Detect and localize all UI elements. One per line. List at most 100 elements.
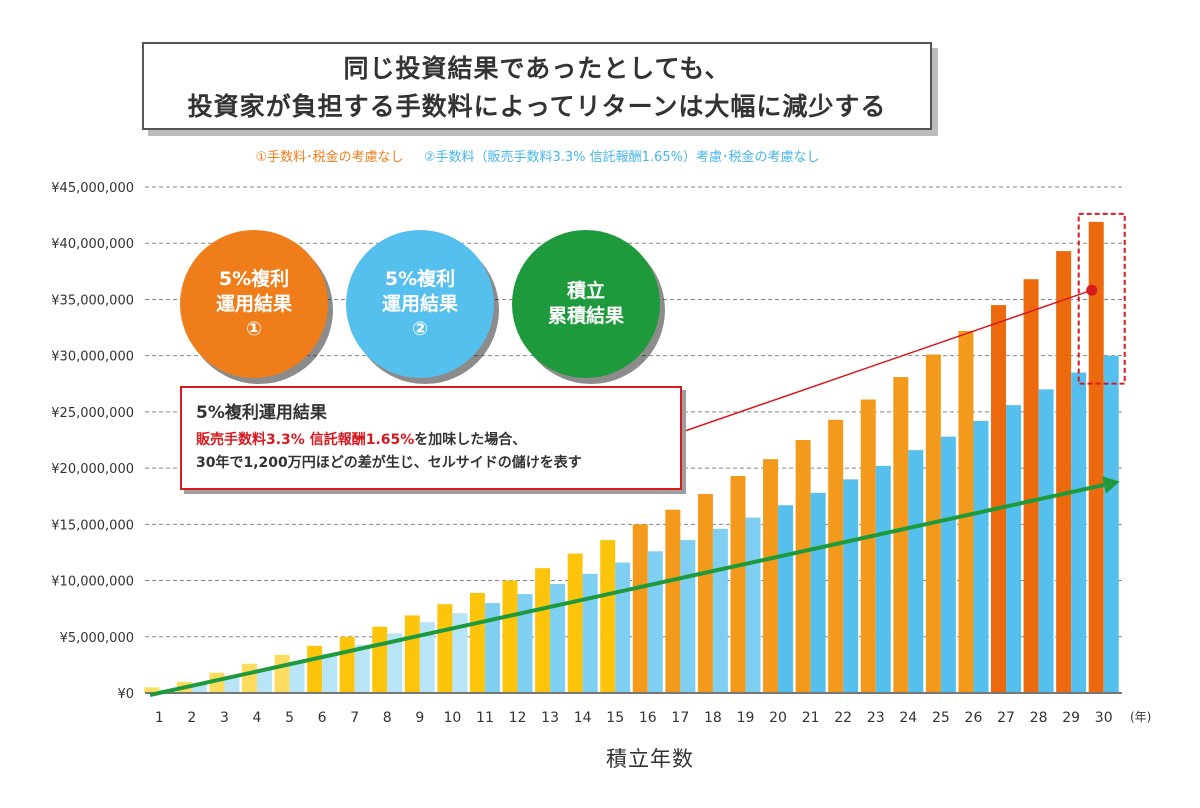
callout-line-2: 30年で1,200万円ほどの差が生じ、セルサイドの儲けを表す [196,455,582,471]
x-tick-label: 24 [899,710,917,726]
chart-title-line-2: 投資家が負担する手数料によってリターンは大幅に減少する [187,92,887,121]
bar-series-1 [600,540,616,693]
pointer-line [681,289,1092,433]
bar-series-1 [307,645,323,693]
circle-2-line-3: ② [411,317,429,340]
y-tick-label: ¥10,000,000 [51,575,134,590]
x-tick-label: 5 [285,710,294,726]
x-tick-label: 28 [1030,710,1048,726]
bar-series-2 [745,517,761,693]
x-tick-label: 12 [509,710,527,726]
y-tick-label: ¥30,000,000 [51,350,134,365]
callout-box: 5%複利運用結果 販売手数料3.3% 信託報酬1.65%を加味した場合、 30年… [180,386,682,490]
bar-series-1 [274,654,290,693]
bar-series-2 [843,479,859,693]
y-tick-label: ¥40,000,000 [51,237,134,252]
bar-series-2 [582,573,598,693]
bar-series-2 [224,677,240,693]
bar-series-2 [191,684,207,693]
circle-compound-result-2: 5%複利 運用結果 ② [346,230,494,378]
bar-series-2 [647,551,663,693]
bar-series-1 [1056,251,1072,694]
x-tick-label: 8 [383,710,392,726]
callout-line-1: 販売手数料3.3% 信託報酬1.65%を加味した場合、 [196,429,666,452]
x-tick-label: 14 [574,710,592,726]
bar-series-1 [469,592,485,693]
x-tick-label: 6 [318,710,327,726]
circle-3-line-1: 積立 [566,280,605,302]
accumulated-trend-line [149,483,1105,697]
bar-series-1 [632,524,648,693]
x-tick-label: 2 [187,710,196,726]
x-tick-label: 20 [769,710,787,726]
x-tick-label: 21 [802,710,820,726]
difference-highlight-box [1077,212,1126,385]
bar-series-1 [860,399,876,693]
bar-series-2 [256,669,272,693]
circle-compound-result-1: 5%複利 運用結果 ① [180,230,328,378]
chart-title-line-1: 同じ投資結果であったとしても、 [343,54,731,83]
bar-series-1 [1088,221,1104,693]
bar-series-1 [730,475,746,693]
bar-series-2 [875,465,891,693]
pointer-dot [1086,284,1098,296]
bar-series-1 [567,553,583,693]
bar-series-2 [452,613,468,693]
bar-series-1 [144,687,160,693]
bar-series-2 [908,450,924,693]
x-axis-title: 積立年数 [606,747,694,771]
x-tick-label: 10 [443,710,461,726]
bar-series-1 [795,440,811,693]
bar-series-2 [419,622,435,693]
bar-series-1 [697,493,713,693]
callout-title: 5%複利運用結果 [196,403,327,423]
circle-accumulated-result: 積立 累積結果 [512,230,660,378]
bar-series-2 [1038,389,1054,693]
bar-series-2 [289,661,305,693]
bar-series-1 [1023,279,1039,693]
y-tick-label: ¥0 [117,687,134,702]
bar-series-1 [535,568,551,693]
bar-series-1 [241,663,257,693]
bar-series-2 [387,633,403,693]
x-tick-label: 27 [997,710,1015,726]
bar-series-1 [339,636,355,693]
x-tick-label: 18 [704,710,722,726]
y-tick-label: ¥5,000,000 [60,631,134,646]
y-tick-label: ¥15,000,000 [51,518,134,533]
x-tick-label: 25 [932,710,950,726]
circle-1-line-1: 5%複利 [218,267,290,290]
x-tick-label: 29 [1062,710,1080,726]
bar-series-2 [550,583,566,693]
bar-series-1 [958,330,974,693]
bar-series-2 [517,594,533,693]
bar-series-2 [712,528,728,693]
bar-series-2 [1071,372,1087,693]
bar-series-2 [1103,355,1119,693]
bar-series-1 [763,459,779,693]
circle-2-line-1: 5%複利 [384,267,456,290]
bar-series-2 [484,603,500,693]
bar-series-1 [404,615,420,693]
bar-series-2 [1006,405,1022,693]
bar-series-1 [502,580,518,693]
x-tick-label: 11 [476,710,494,726]
legend: ①手数料･税金の考慮なし ②手数料（販売手数料3.3% 信託報酬1.65%）考慮… [0,146,1075,165]
circle-1-line-3: ① [245,317,263,340]
bar-series-1 [828,419,844,693]
legend-series-1: ①手数料･税金の考慮なし [255,150,404,165]
x-tick-label: 7 [350,710,359,726]
bar-series-2 [354,644,370,693]
bar-series-1 [372,626,388,693]
bar-series-2 [973,420,989,693]
bar-series-1 [893,377,909,693]
x-tick-label: 1 [155,710,164,726]
bar-series-1 [665,509,681,693]
x-tick-label: 19 [737,710,755,726]
y-tick-label: ¥20,000,000 [51,462,134,477]
circle-1-line-2: 運用結果 [215,292,292,315]
x-tick-label: 15 [606,710,624,726]
callout-line-1-rest: を加味した場合、 [414,432,527,448]
x-tick-label: 17 [671,710,689,726]
chart-title-box: 同じ投資結果であったとしても、 投資家が負担する手数料によってリターンは大幅に減… [142,42,932,130]
